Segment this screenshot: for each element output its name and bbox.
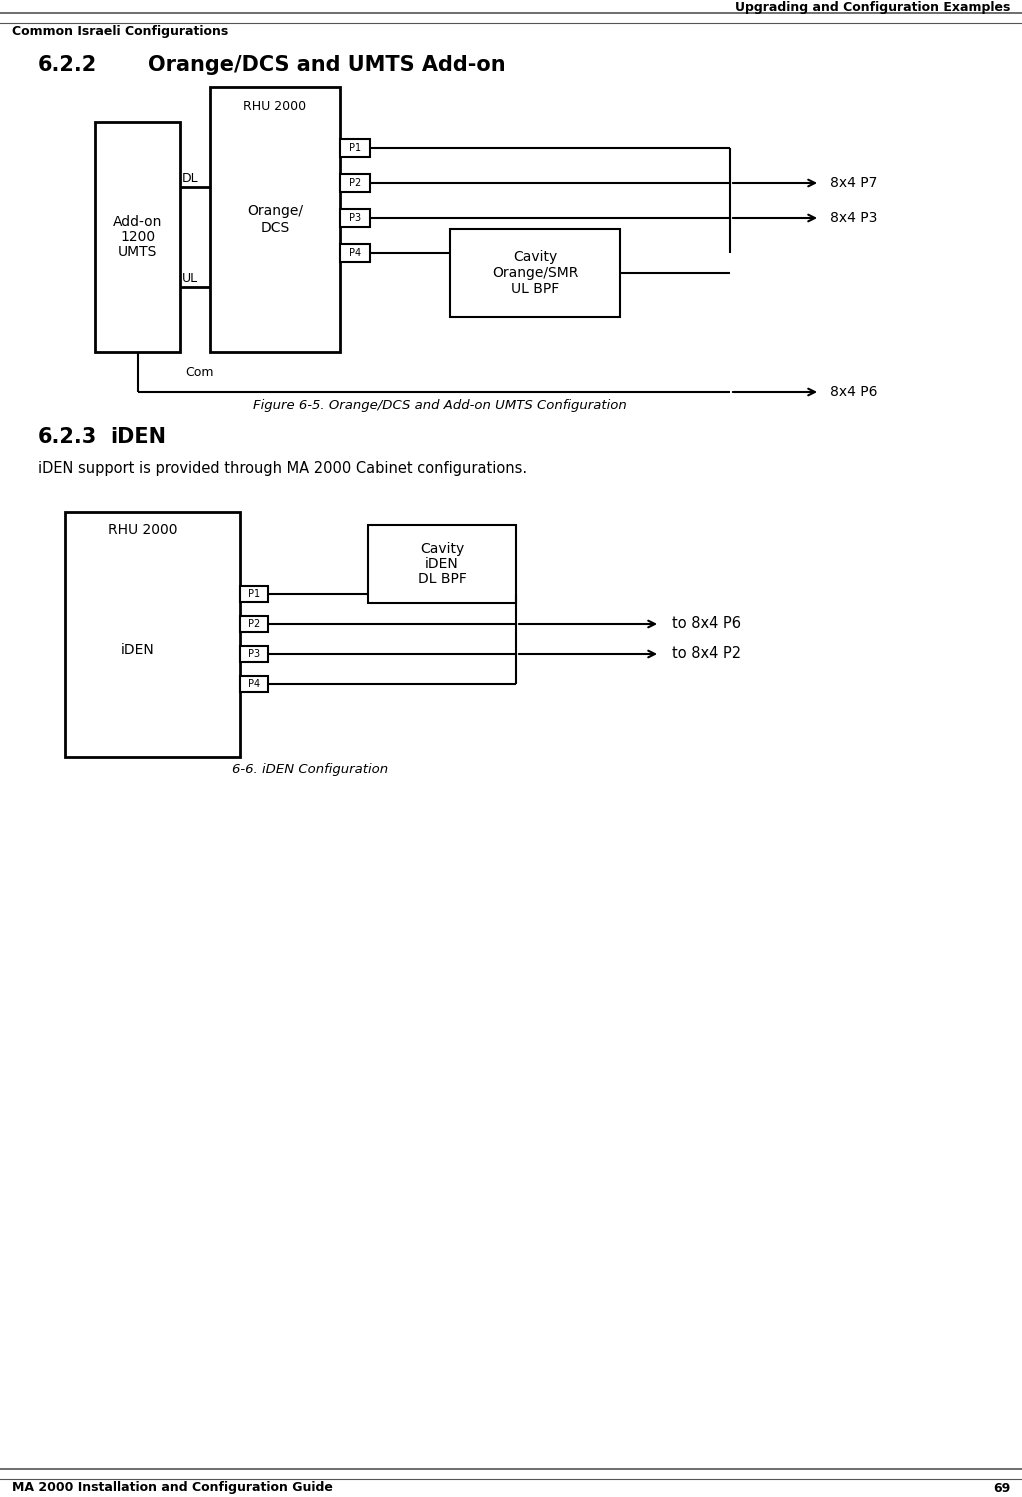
- Bar: [240, 647, 268, 662]
- Text: UL BPF: UL BPF: [511, 281, 559, 296]
- Text: P3: P3: [349, 213, 361, 223]
- Text: DL BPF: DL BPF: [418, 572, 466, 585]
- Bar: [65, 512, 240, 757]
- Bar: [340, 244, 370, 262]
- Text: 6.2.2: 6.2.2: [38, 55, 97, 75]
- Bar: [240, 677, 268, 692]
- Bar: [340, 210, 370, 228]
- Text: DL: DL: [182, 172, 198, 186]
- Text: iDEN support is provided through MA 2000 Cabinet configurations.: iDEN support is provided through MA 2000…: [38, 461, 527, 476]
- Bar: [210, 87, 340, 352]
- Text: RHU 2000: RHU 2000: [107, 522, 177, 537]
- Text: P1: P1: [248, 588, 260, 599]
- Text: Orange/SMR: Orange/SMR: [492, 266, 578, 280]
- Text: 69: 69: [992, 1482, 1010, 1494]
- Bar: [240, 615, 268, 632]
- Text: 8x4 P3: 8x4 P3: [830, 211, 877, 225]
- Text: Cavity: Cavity: [420, 542, 464, 555]
- Text: UL: UL: [182, 272, 198, 286]
- Text: 6.2.3: 6.2.3: [38, 427, 97, 448]
- Text: 6-6. iDEN Configuration: 6-6. iDEN Configuration: [232, 762, 388, 775]
- Text: UMTS: UMTS: [118, 246, 157, 259]
- Text: DCS: DCS: [261, 220, 289, 235]
- Text: P4: P4: [248, 680, 260, 689]
- Bar: [95, 121, 180, 352]
- Text: Figure 6-5. Orange/DCS and Add-on UMTS Configuration: Figure 6-5. Orange/DCS and Add-on UMTS C…: [253, 398, 626, 412]
- Text: 8x4 P7: 8x4 P7: [830, 177, 877, 190]
- Bar: [240, 585, 268, 602]
- Bar: [368, 525, 516, 603]
- Text: to 8x4 P2: to 8x4 P2: [672, 647, 741, 662]
- Text: Upgrading and Configuration Examples: Upgrading and Configuration Examples: [735, 0, 1010, 13]
- Text: RHU 2000: RHU 2000: [243, 100, 307, 114]
- Text: P3: P3: [248, 650, 260, 659]
- Text: 8x4 P6: 8x4 P6: [830, 385, 878, 400]
- Text: Add-on: Add-on: [112, 216, 162, 229]
- Text: P2: P2: [248, 618, 261, 629]
- Bar: [340, 139, 370, 157]
- Text: Cavity: Cavity: [513, 250, 557, 263]
- Text: Orange/: Orange/: [247, 205, 303, 219]
- Text: 1200: 1200: [120, 231, 155, 244]
- Text: iDEN: iDEN: [110, 427, 166, 448]
- Text: MA 2000 Installation and Configuration Guide: MA 2000 Installation and Configuration G…: [12, 1482, 333, 1494]
- Text: iDEN: iDEN: [121, 642, 154, 657]
- Bar: [450, 229, 620, 317]
- Text: Common Israeli Configurations: Common Israeli Configurations: [12, 24, 228, 37]
- Bar: [340, 174, 370, 192]
- Text: P2: P2: [349, 178, 361, 189]
- Text: P4: P4: [349, 249, 361, 257]
- Text: iDEN: iDEN: [425, 557, 459, 570]
- Text: to 8x4 P6: to 8x4 P6: [672, 617, 741, 632]
- Text: Orange/DCS and UMTS Add-on: Orange/DCS and UMTS Add-on: [148, 55, 506, 75]
- Text: P1: P1: [349, 144, 361, 153]
- Text: Com: Com: [185, 365, 214, 379]
